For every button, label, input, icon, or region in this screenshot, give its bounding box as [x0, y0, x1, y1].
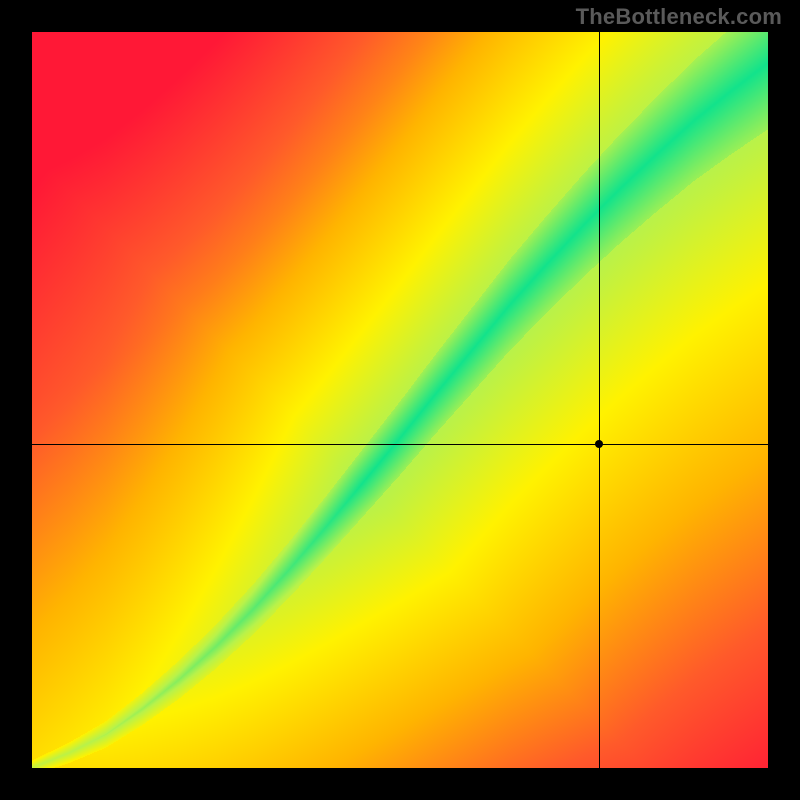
heatmap-canvas [32, 32, 768, 768]
datapoint-marker [595, 440, 603, 448]
crosshair-vertical [599, 32, 600, 768]
plot-area [32, 32, 768, 768]
chart-stage: TheBottleneck.com [0, 0, 800, 800]
crosshair-horizontal [32, 444, 768, 445]
attribution-text: TheBottleneck.com [576, 4, 782, 30]
